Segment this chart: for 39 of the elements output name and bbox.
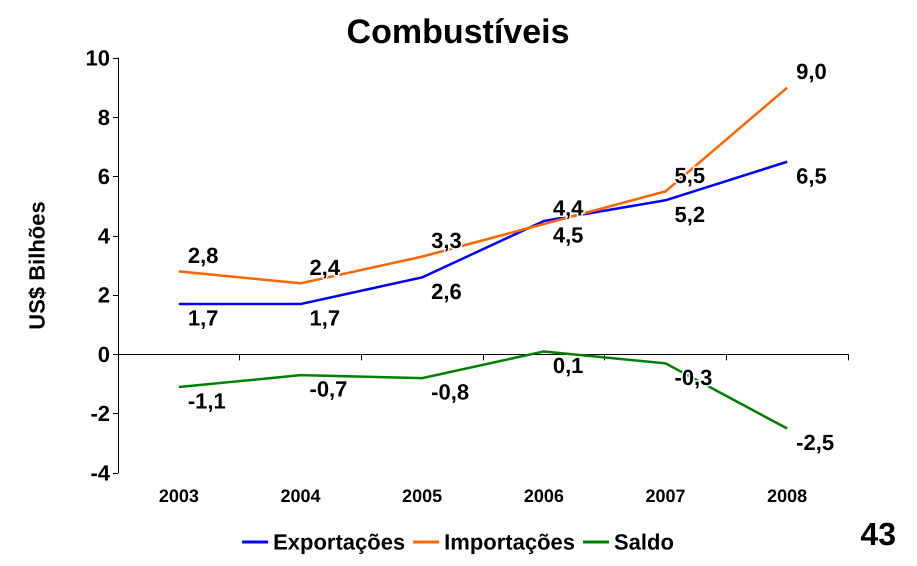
- chart-title: Combustíveis: [346, 13, 570, 51]
- legend-label: Importações: [444, 530, 575, 554]
- data-label: 1,7: [310, 306, 340, 331]
- y-tick-label: 6: [98, 164, 110, 190]
- y-tick-label: 2: [98, 282, 110, 308]
- data-label: 5,2: [674, 202, 706, 227]
- text: 43: [860, 516, 896, 552]
- data-label: 2,4: [310, 254, 341, 280]
- legend-label: Exportações: [273, 530, 406, 554]
- x-tick-label: 2006: [524, 486, 564, 506]
- line-series: [178, 86, 788, 285]
- data-label: -0,8: [431, 380, 470, 405]
- legend-label: Saldo: [614, 530, 674, 554]
- line-series: [178, 160, 788, 306]
- y-tick-label: 8: [98, 104, 110, 130]
- data-label: 6,5: [796, 163, 827, 188]
- data-label: 3,3: [431, 228, 462, 254]
- y-axis-title: US$ Bilhões: [24, 201, 50, 330]
- data-label: 2,6: [431, 278, 462, 304]
- x-tick-label: 2008: [767, 486, 808, 506]
- y-tick-label: -2: [90, 401, 110, 426]
- data-label: 0,1: [552, 352, 584, 378]
- x-tick-label: 2007: [645, 486, 686, 506]
- data-label: 1,7: [188, 306, 218, 331]
- line-series: [178, 350, 788, 430]
- x-tick-label: 2004: [280, 486, 321, 506]
- data-label: 4,4: [552, 196, 584, 220]
- data-label: -0,7: [310, 376, 348, 402]
- y-tick-label: 0: [98, 342, 110, 367]
- data-label: -1,1: [188, 388, 226, 414]
- data-label: 2,8: [188, 242, 218, 268]
- x-tick-label: 2005: [402, 486, 442, 506]
- y-tick-label: 4: [98, 223, 111, 248]
- data-label: 4,5: [552, 222, 584, 248]
- data-label: 9,0: [796, 59, 827, 84]
- y-tick-label: -4: [90, 460, 111, 486]
- y-tick-label: 10: [86, 46, 110, 70]
- data-label: -2,5: [796, 430, 834, 456]
- x-tick-label: 2003: [158, 486, 199, 506]
